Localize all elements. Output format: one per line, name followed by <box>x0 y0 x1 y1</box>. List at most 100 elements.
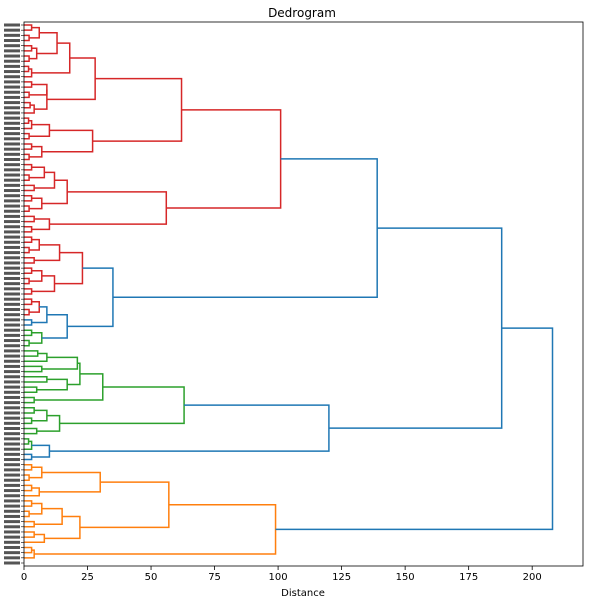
leaf-label <box>4 427 20 430</box>
leaf-label <box>4 90 20 94</box>
dendrogram-link <box>36 32 58 55</box>
leaf-label <box>4 189 20 193</box>
leaf-label <box>4 375 20 379</box>
leaf-label <box>4 276 20 280</box>
leaf-label <box>4 85 20 89</box>
leaf-label <box>4 354 20 358</box>
leaf-label <box>4 183 20 187</box>
dendrogram-link <box>24 91 30 99</box>
dendrogram-link <box>34 244 61 262</box>
leaf-label <box>4 520 20 524</box>
leaf-label <box>4 59 20 63</box>
dendrogram-link <box>24 308 30 316</box>
leaf-label <box>4 483 20 487</box>
dendrogram-link <box>24 117 30 125</box>
leaf-label <box>4 132 20 136</box>
dendrogram-link <box>24 484 33 492</box>
dendrogram-link <box>24 440 33 450</box>
dendrogram-link <box>29 83 48 96</box>
x-tick-label: 50 <box>145 572 158 583</box>
dendrogram-link <box>24 65 30 73</box>
leaf-label <box>4 344 20 348</box>
x-tick-label: 75 <box>208 572 221 583</box>
dendrogram-link <box>49 404 330 452</box>
leaf-label <box>4 147 20 151</box>
dendrogram-link <box>29 47 38 60</box>
dendrogram-link <box>24 277 30 285</box>
dendrogram-link <box>24 163 33 171</box>
dendrogram-link <box>24 520 35 528</box>
dendrogram-link <box>31 275 56 293</box>
dendrogram-link <box>24 427 38 435</box>
leaf-label <box>4 39 20 43</box>
leaf-label <box>4 204 20 208</box>
leaf-label <box>4 323 20 327</box>
dendrogram-link <box>24 417 33 425</box>
leaf-label <box>4 494 20 498</box>
leaf-label <box>4 302 20 306</box>
leaf-label <box>4 390 20 394</box>
leaf-label <box>4 308 20 312</box>
leaf-label <box>4 256 20 260</box>
leaf-label <box>4 540 20 544</box>
leaf-label <box>4 339 20 343</box>
dendrogram-link <box>24 194 33 202</box>
leaf-label <box>4 199 20 203</box>
leaf-label <box>4 551 20 555</box>
dendrogram-link <box>24 236 33 244</box>
dendrogram-link <box>24 153 30 161</box>
leaf-label <box>4 80 20 84</box>
dendrogram-link <box>24 24 33 31</box>
leaf-label <box>4 318 20 322</box>
leaf-label <box>4 111 20 115</box>
leaf-label <box>4 401 20 405</box>
leaf-label <box>4 271 20 275</box>
dendrogram-link <box>34 373 104 401</box>
leaf-label <box>4 251 20 255</box>
dendrogram-link <box>34 89 48 110</box>
leaf-label <box>4 230 20 234</box>
dendrogram-link <box>24 68 33 78</box>
dendrogram-link <box>24 319 33 326</box>
leaf-label <box>4 437 20 441</box>
dendrogram-link <box>24 339 30 347</box>
leaf-label <box>4 142 20 146</box>
dendrogram-link <box>24 500 33 507</box>
leaf-label <box>4 266 20 270</box>
dendrogram-link <box>34 507 63 525</box>
chart-title: Dedrogram <box>268 6 336 20</box>
leaf-label <box>4 313 20 317</box>
dendrogram-link <box>24 463 33 471</box>
leaf-label <box>4 126 20 130</box>
leaf-label <box>4 173 20 177</box>
dendrogram-link <box>24 104 35 114</box>
dendrogram-links <box>24 24 554 559</box>
dendrogram-link <box>24 174 30 181</box>
leaf-label <box>4 364 20 368</box>
leaf-label <box>4 28 20 32</box>
dendrogram-link <box>24 546 33 554</box>
leaf-label <box>4 261 20 265</box>
dendrogram-link <box>24 474 30 481</box>
leaf-label <box>4 478 20 482</box>
leaf-label <box>4 545 20 549</box>
leaf-label <box>4 447 20 451</box>
leaf-label <box>4 33 20 37</box>
leaf-label <box>4 194 20 198</box>
dendrogram-link <box>54 251 84 285</box>
leaf-label <box>4 333 20 337</box>
dendrogram-link <box>24 438 30 445</box>
leaf-label <box>4 421 20 425</box>
leaf-label <box>4 458 20 462</box>
x-axis: 0 25 50 75 100 125 150 175 200 <box>21 566 542 583</box>
leaf-label <box>4 561 20 565</box>
leaf-label <box>4 178 20 182</box>
leaf-label <box>4 240 20 244</box>
leaf-label <box>4 385 20 389</box>
leaf-label <box>4 489 20 493</box>
leaf-label <box>4 75 20 79</box>
dendrogram-link <box>24 510 30 518</box>
leaf-label <box>4 442 20 446</box>
